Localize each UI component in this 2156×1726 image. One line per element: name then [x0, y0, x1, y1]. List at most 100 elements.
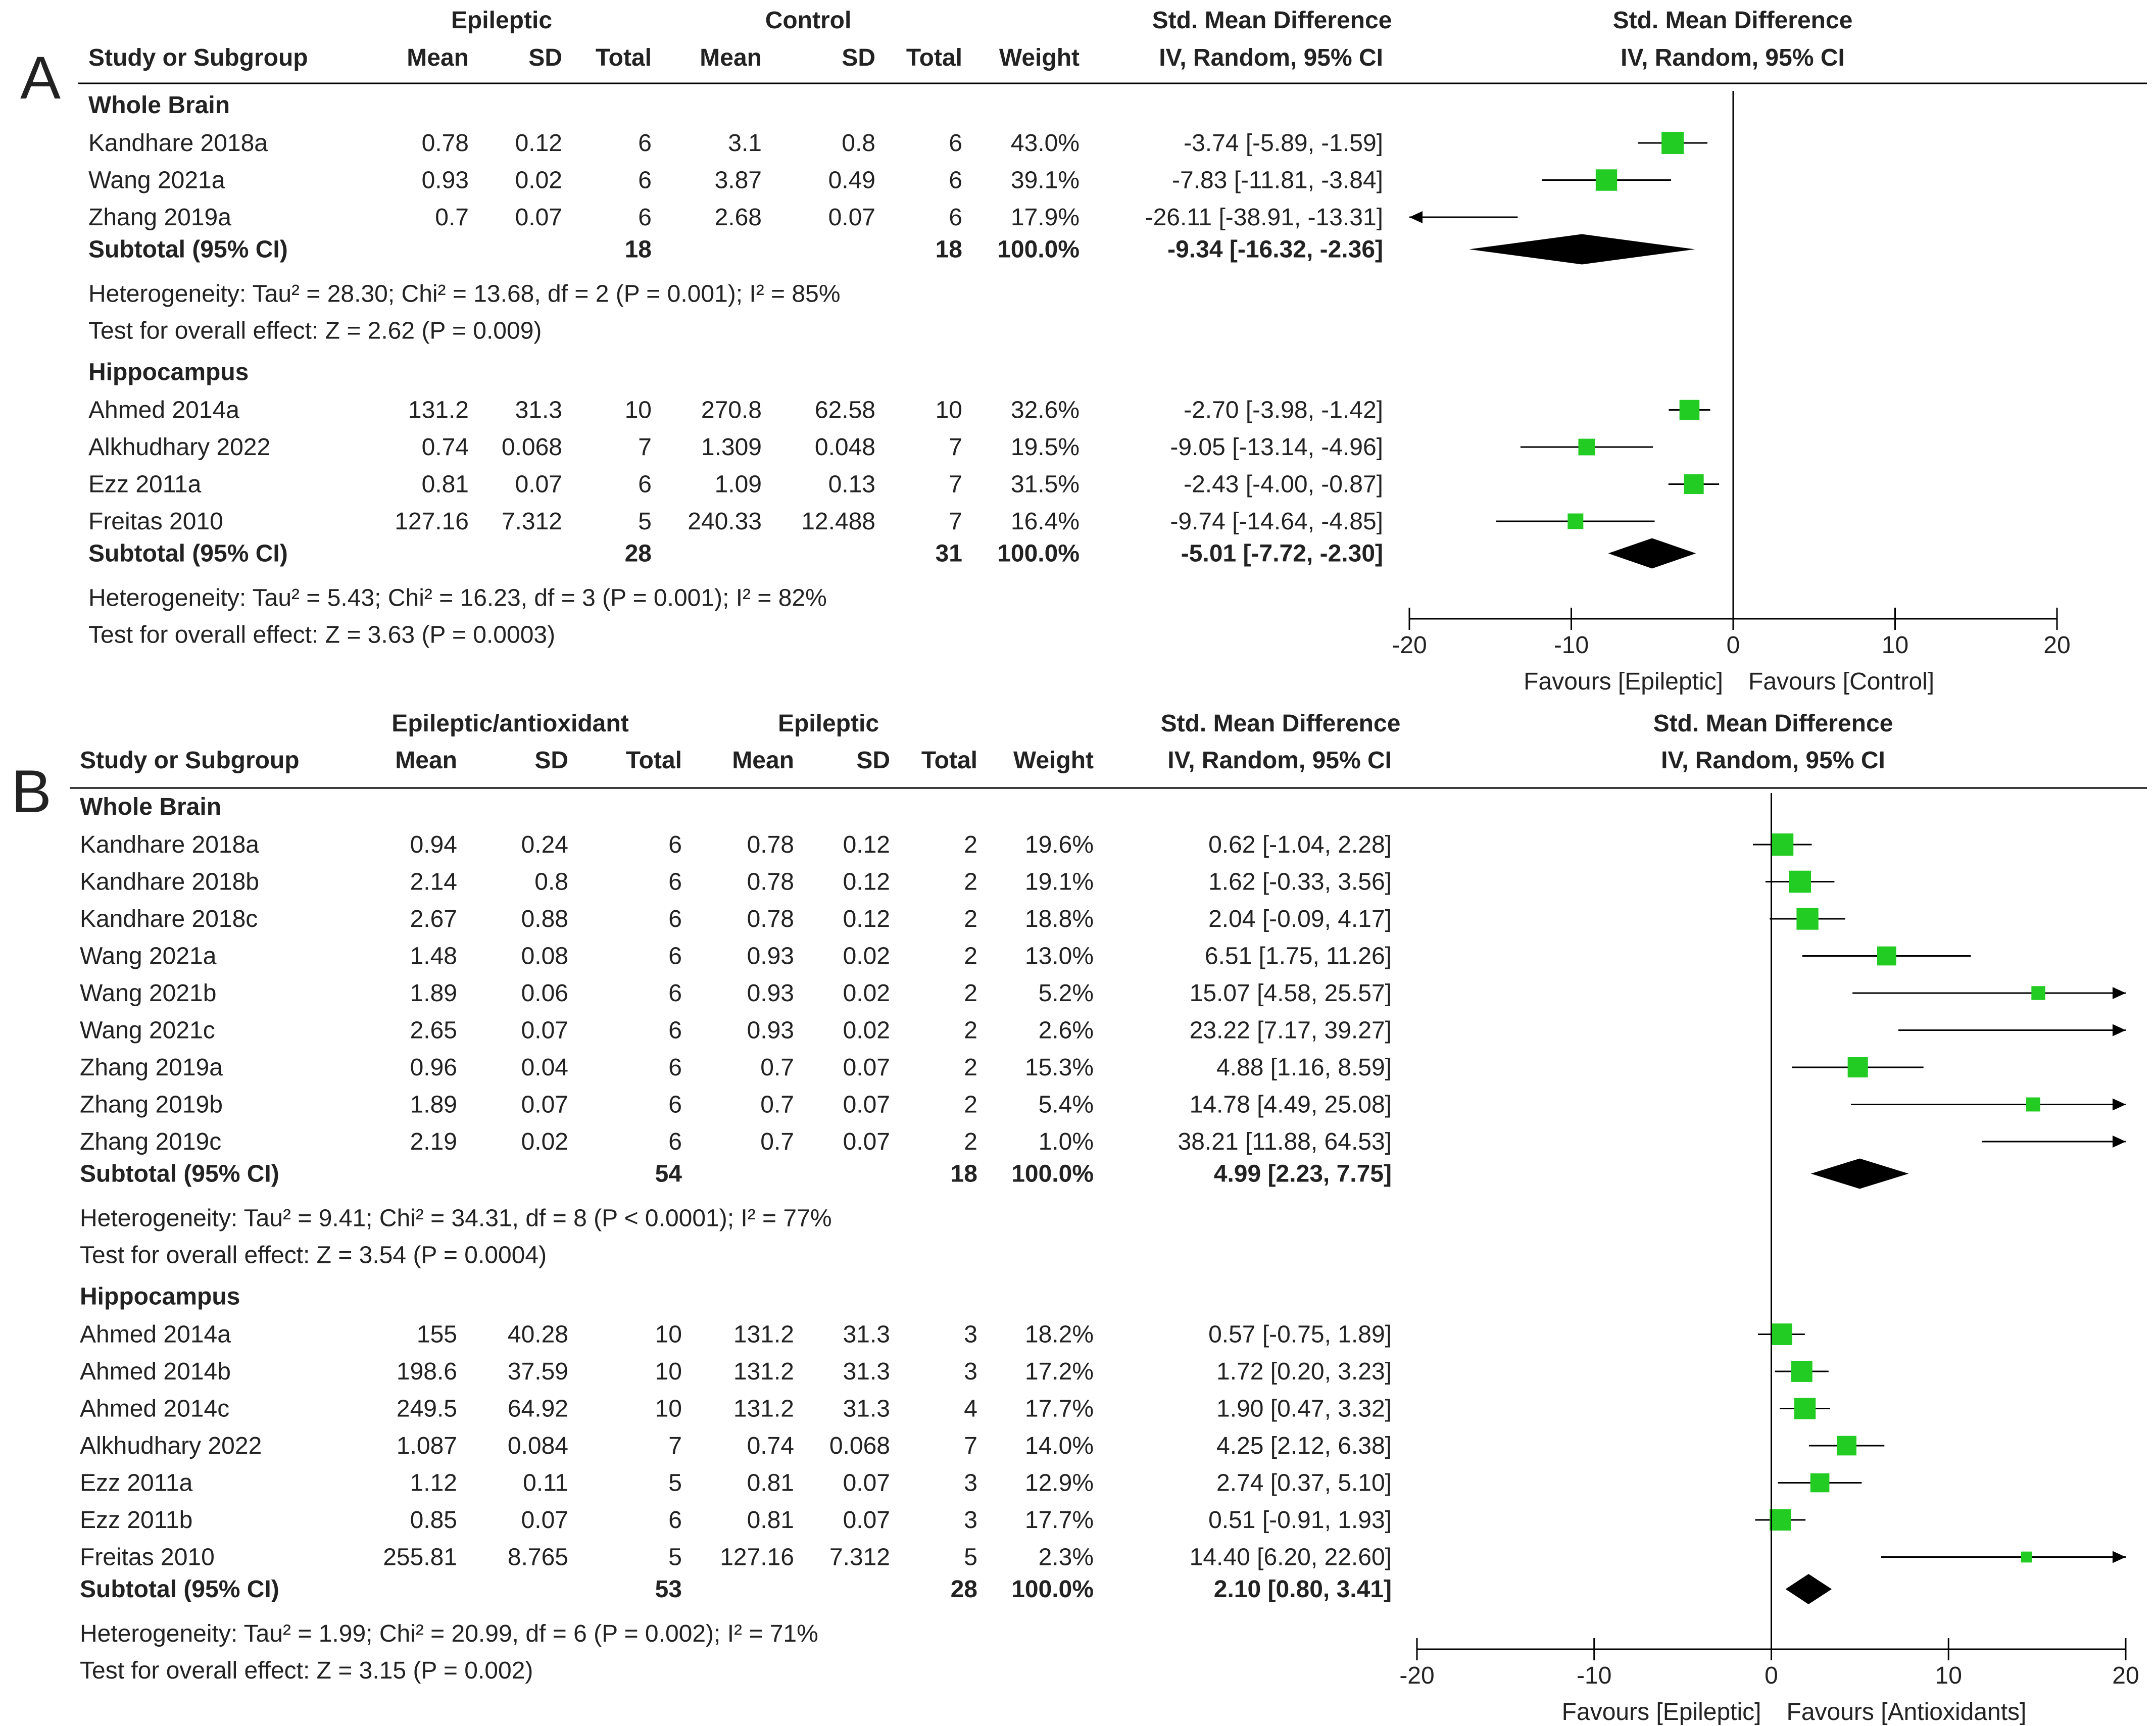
- cell-total2: 4: [964, 1396, 977, 1422]
- study-row: Zhang 2019b 1.89 0.07 6 0.7 0.07 2 5.4% 14.78 [4…: [80, 1092, 2126, 1118]
- cell-total2: 2: [964, 869, 977, 896]
- plot-title: Std. Mean Difference: [1653, 710, 1893, 737]
- ci-arrow-right: [2113, 1551, 2126, 1563]
- study-marker: [1791, 1361, 1812, 1382]
- cell-total1: 6: [668, 1092, 682, 1118]
- cell-total1: 5: [668, 1470, 682, 1497]
- study-marker: [1770, 1509, 1791, 1531]
- subtotal-row: Subtotal (95% CI) 53 28 100.0% 2.10 [0.80, 3…: [80, 1574, 1832, 1604]
- study-marker: [1679, 400, 1700, 420]
- cell-study: Wang 2021c: [80, 1017, 215, 1044]
- column-header-sd2: SD: [856, 747, 890, 774]
- column-header-total2: Total: [921, 747, 977, 774]
- cell-ci: 1.62 [-0.33, 3.56]: [1208, 869, 1392, 896]
- study-marker: [1567, 513, 1584, 529]
- cell-study: Zhang 2019c: [80, 1128, 221, 1155]
- subgroup-heading: Whole Brain: [80, 794, 221, 820]
- ci-arrow-right: [2113, 1024, 2126, 1037]
- cell-sd1: 37.59: [508, 1358, 568, 1385]
- column-header-total1: Total: [626, 747, 682, 774]
- study-row: Wang 2021a 0.93 0.02 6 3.87 0.49 6 39.1% -7.83 […: [88, 167, 1671, 194]
- study-marker: [1789, 870, 1811, 893]
- study-row: Kandhare 2018c 2.67 0.88 6 0.78 0.12 2 18.8% 2.0…: [80, 906, 1845, 932]
- cell-weight: 43.0%: [1011, 130, 1080, 157]
- cell-mean1: 1.48: [410, 943, 457, 970]
- cell-total1: 10: [655, 1358, 682, 1385]
- favours-right-label: Favours [Control]: [1748, 668, 1934, 695]
- cell-mean1: 0.78: [422, 130, 469, 157]
- study-row: Freitas 2010 255.81 8.765 5 127.16 7.312 5 2.3%…: [80, 1544, 2126, 1571]
- cell-sd1: 0.084: [508, 1433, 568, 1459]
- cell-study: Zhang 2019a: [80, 1054, 223, 1081]
- cell-mean2: 0.78: [747, 906, 794, 932]
- effect-column-title: Std. Mean Difference: [1161, 710, 1401, 737]
- study-marker: [1837, 1436, 1856, 1456]
- cell-sd1: 31.3: [515, 397, 562, 424]
- cell-mean1: 198.6: [397, 1358, 457, 1385]
- cell-study: Freitas 2010: [88, 508, 223, 535]
- x-tick-label: -20: [1399, 1662, 1434, 1689]
- column-header-sd2: SD: [842, 44, 875, 71]
- cell-weight: 19.1%: [1025, 869, 1094, 896]
- cell-total2: 2: [964, 980, 977, 1007]
- cell-total2: 2: [964, 1054, 977, 1081]
- cell-mean1: 0.94: [410, 831, 457, 858]
- study-row: Ezz 2011b 0.85 0.07 6 0.81 0.07 3 17.7% 0.51 [-0…: [80, 1507, 1806, 1534]
- group2-header: Control: [765, 7, 852, 34]
- subtotal-total2: 31: [936, 540, 962, 567]
- column-header-mean1: Mean: [407, 44, 469, 71]
- cell-ci: 14.40 [6.20, 22.60]: [1190, 1544, 1392, 1571]
- cell-weight: 2.6%: [1039, 1017, 1094, 1044]
- subtotal-ci: 2.10 [0.80, 3.41]: [1214, 1576, 1392, 1603]
- cell-mean2: 131.2: [733, 1358, 794, 1385]
- cell-total1: 6: [668, 943, 682, 970]
- study-marker: [1595, 169, 1618, 191]
- study-row: Ezz 2011a 0.81 0.07 6 1.09 0.13 7 31.5% -2.43 [-…: [88, 471, 1720, 498]
- cell-total1: 6: [668, 1054, 682, 1081]
- subtotal-label: Subtotal (95% CI): [88, 540, 288, 567]
- cell-weight: 17.7%: [1025, 1507, 1094, 1534]
- cell-sd2: 0.12: [843, 869, 890, 896]
- cell-sd2: 0.07: [843, 1128, 890, 1155]
- cell-sd1: 0.068: [502, 434, 562, 461]
- cell-mean2: 131.2: [733, 1396, 794, 1422]
- cell-mean2: 0.93: [747, 943, 794, 970]
- cell-mean2: 0.74: [747, 1433, 794, 1459]
- ci-arrow-right: [2113, 987, 2126, 999]
- study-row: Ahmed 2014b 198.6 37.59 10 131.2 31.3 3 17.2% 1.…: [80, 1358, 1829, 1385]
- column-header-total2: Total: [906, 44, 962, 71]
- x-tick-label: -20: [1392, 632, 1427, 659]
- cell-sd1: 0.02: [521, 1128, 568, 1155]
- cell-ci: -2.43 [-4.00, -0.87]: [1184, 471, 1383, 498]
- cell-study: Wang 2021a: [80, 943, 217, 970]
- cell-total2: 3: [964, 1358, 977, 1385]
- subtotal-total2: 28: [951, 1576, 977, 1603]
- heterogeneity-text: Heterogeneity: Tau² = 5.43; Chi² = 16.23…: [88, 585, 827, 612]
- study-row: Wang 2021c 2.65 0.07 6 0.93 0.02 2 2.6% 23.22 [7…: [80, 1017, 2126, 1044]
- panel-letter: B: [11, 758, 52, 825]
- cell-total2: 3: [964, 1321, 977, 1348]
- cell-total2: 7: [949, 471, 962, 498]
- cell-weight: 12.9%: [1025, 1470, 1094, 1497]
- study-marker: [1771, 833, 1794, 856]
- cell-study: Kandhare 2018a: [88, 130, 268, 157]
- cell-total2: 6: [949, 204, 962, 231]
- cell-mean1: 131.2: [408, 397, 469, 424]
- cell-sd2: 0.07: [828, 204, 875, 231]
- cell-mean2: 0.93: [747, 980, 794, 1007]
- cell-sd1: 0.12: [515, 130, 562, 157]
- cell-mean1: 2.65: [410, 1017, 457, 1044]
- cell-study: Freitas 2010: [80, 1544, 215, 1571]
- cell-mean2: 3.1: [728, 130, 762, 157]
- subtotal-label: Subtotal (95% CI): [80, 1576, 279, 1603]
- study-row: Ahmed 2014a 131.2 31.3 10 270.8 62.58 10 32.6% -…: [88, 397, 1710, 424]
- cell-mean2: 131.2: [733, 1321, 794, 1348]
- study-marker: [1847, 1057, 1868, 1078]
- study-marker: [2026, 1097, 2040, 1112]
- plot-subtitle: IV, Random, 95% CI: [1661, 747, 1885, 774]
- column-header-mean2: Mean: [700, 44, 762, 71]
- cell-ci: 14.78 [4.49, 25.08]: [1190, 1092, 1392, 1118]
- cell-sd2: 31.3: [843, 1358, 890, 1385]
- study-marker: [1684, 474, 1704, 495]
- cell-weight: 17.9%: [1011, 204, 1080, 231]
